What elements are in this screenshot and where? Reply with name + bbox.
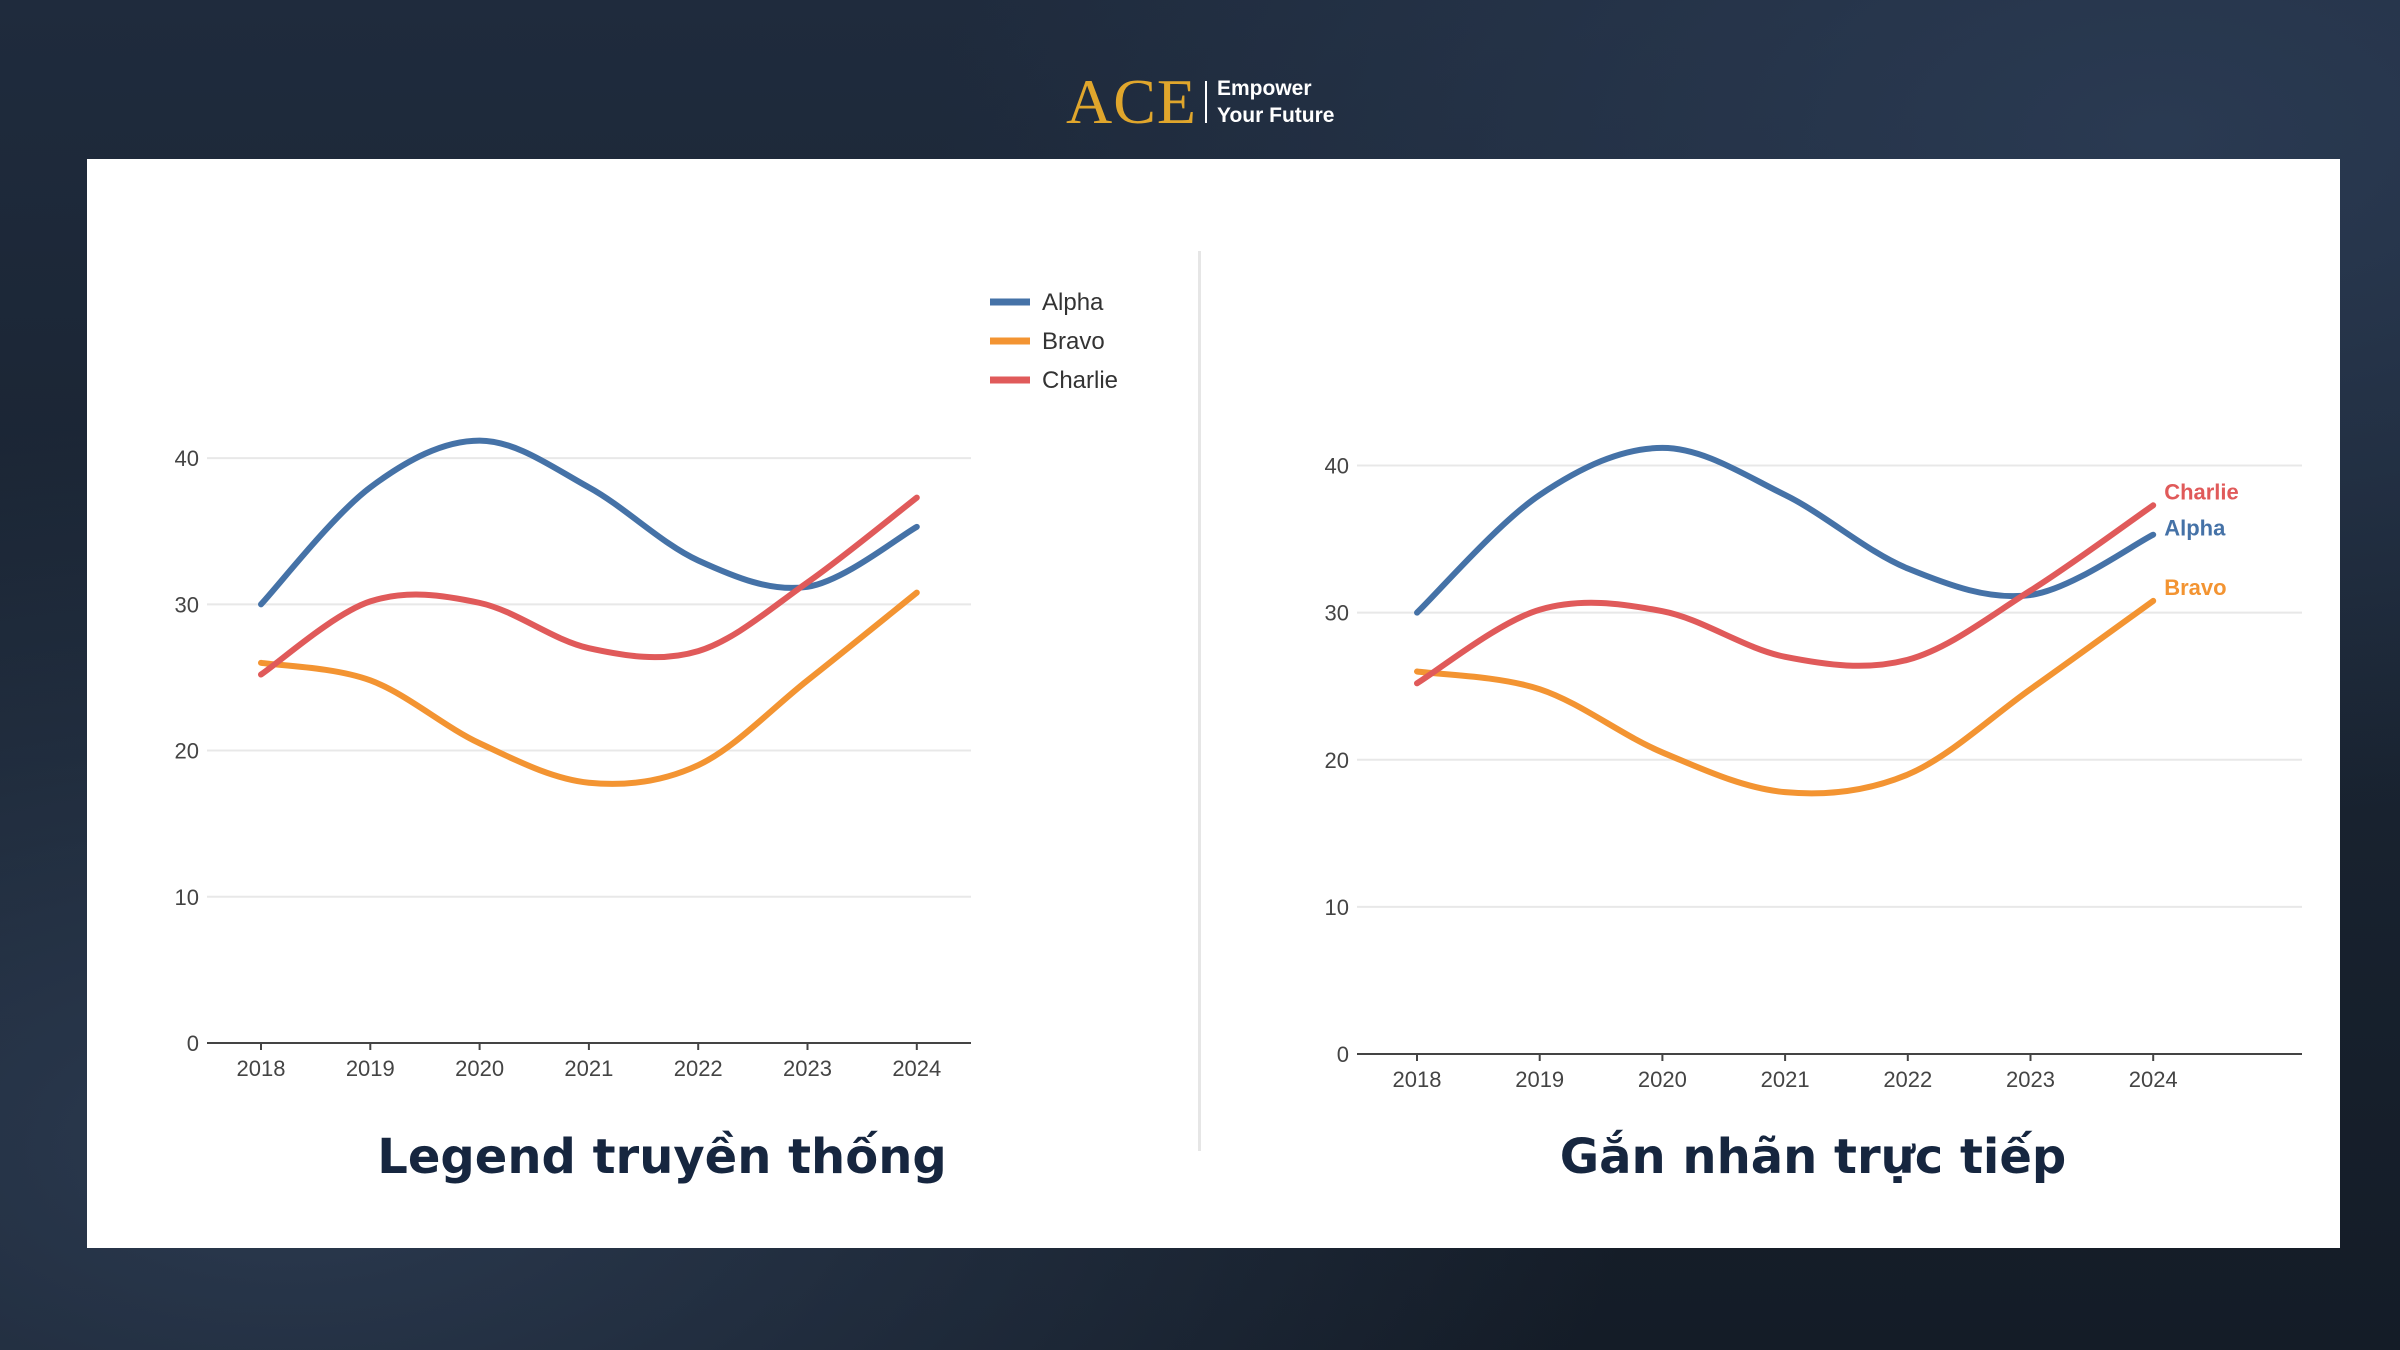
y-tick-label: 0 [1337,1042,1349,1067]
data-point-bravo [1907,773,1909,775]
data-point-charlie [479,602,481,604]
x-tick-label: 2020 [455,1056,504,1081]
data-point-charlie [260,674,262,676]
y-tick-label: 10 [175,885,199,910]
y-tick-label: 40 [175,446,199,471]
data-point-bravo [807,679,808,681]
data-point-bravo [697,764,699,766]
data-point-charlie [2030,590,2031,592]
tagline-line-2: Your Future [1217,104,1335,127]
data-point-bravo [2030,688,2031,690]
data-point-charlie [1416,682,1418,684]
legend-item-charlie: Charlie [1042,367,1118,394]
data-point-charlie [369,600,371,602]
x-tick-label: 2023 [2006,1067,2055,1092]
data-point-alpha [588,486,590,488]
data-point-alpha [1784,494,1786,496]
data-point-alpha [479,440,481,442]
data-point-bravo [1661,751,1663,753]
data-point-alpha [807,586,808,588]
data-point-charlie [697,650,699,652]
data-point-alpha [2030,594,2031,596]
data-point-bravo [916,592,918,594]
y-tick-label: 0 [187,1031,199,1056]
x-tick-label: 2024 [892,1056,941,1081]
data-point-alpha [2152,534,2154,536]
data-point-charlie [1539,609,1541,611]
direct-label-bravo: Bravo [2164,575,2226,600]
x-tick-label: 2023 [783,1056,832,1081]
data-point-bravo [369,679,371,681]
x-tick-label: 2020 [1638,1067,1687,1092]
data-point-charlie [1661,610,1663,612]
y-tick-label: 10 [1325,895,1349,920]
series-line-bravo [258,589,920,787]
series-line-alpha [258,437,920,608]
brand-tagline: Empower Your Future [1217,75,1334,129]
logo-divider [1205,81,1207,123]
x-tick-label: 2019 [1515,1067,1564,1092]
data-point-bravo [260,662,262,664]
data-point-alpha [916,526,918,528]
data-point-bravo [2152,600,2154,602]
tagline-line-1: Empower [1217,77,1312,100]
x-tick-label: 2018 [1393,1067,1442,1092]
legend-item-bravo: Bravo [1042,328,1105,355]
data-point-bravo [479,742,481,744]
panel-divider [1198,251,1201,1151]
data-point-alpha [697,559,699,561]
data-point-bravo [588,782,590,784]
x-tick-label: 2019 [346,1056,395,1081]
comparison-panel: 0 10 20 30 40 2018 2019 2020 2021 2022 2023 2024 Alp… [87,159,2340,1248]
caption-right: Gắn nhãn trực tiếp [1559,1129,2067,1185]
ace-logo: ACE [1066,66,1197,137]
chart-traditional-legend: 0 10 20 30 40 2018 2019 2020 2021 2022 2023 2024 Alp… [175,289,1119,1081]
data-point-charlie [2152,504,2154,506]
data-point-alpha [1907,568,1909,570]
brand-logo-block: ACE Empower Your Future [1066,66,1334,137]
x-tick-label: 2021 [1761,1067,1810,1092]
direct-label-charlie: Charlie [2164,479,2239,504]
x-tick-label: 2022 [674,1056,723,1081]
data-point-alpha [1416,612,1418,614]
data-point-charlie [916,497,918,499]
data-point-bravo [1539,688,1541,690]
x-tick-label: 2022 [1883,1067,1932,1092]
y-tick-label: 40 [1325,454,1349,479]
chart-direct-labels: 0 10 20 30 40 2018 2019 2020 2021 2022 2023 2024 Cha… [1325,444,2302,1092]
data-point-alpha [369,486,371,488]
direct-label-alpha: Alpha [2164,515,2226,540]
x-tick-label: 2018 [237,1056,286,1081]
data-point-alpha [1539,494,1541,496]
data-point-bravo [1784,791,1786,793]
data-point-charlie [1907,659,1909,661]
data-point-charlie [1784,656,1786,658]
series-line-alpha [1414,444,2157,616]
y-tick-label: 20 [1325,748,1349,773]
legend-item-alpha: Alpha [1042,289,1104,316]
data-point-alpha [260,603,262,605]
x-tick-label: 2021 [564,1056,613,1081]
data-point-charlie [588,647,590,649]
y-tick-label: 30 [175,592,199,617]
data-point-charlie [807,581,808,583]
x-tick-label: 2024 [2129,1067,2178,1092]
y-tick-label: 30 [1325,601,1349,626]
caption-left: Legend truyền thống [377,1129,947,1185]
data-point-alpha [1661,447,1663,449]
series-line-bravo [1414,597,2157,797]
y-tick-label: 20 [175,739,199,764]
data-point-bravo [1416,671,1418,673]
